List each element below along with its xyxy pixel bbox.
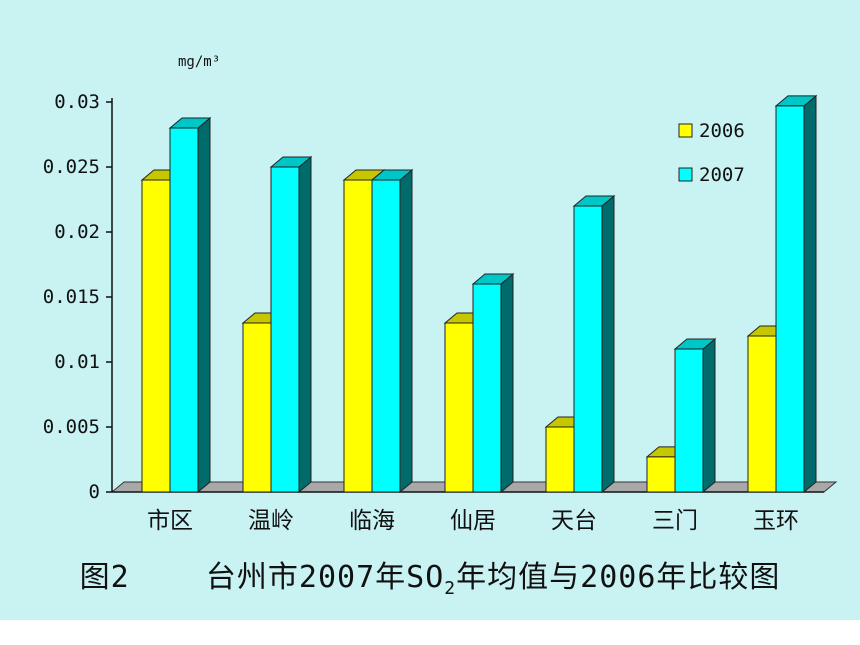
x-category-label: 仙居	[450, 508, 496, 534]
bar-2007-5	[673, 337, 717, 494]
bar-side-face	[399, 168, 413, 494]
bar-front-face	[573, 205, 603, 493]
bar-front-face	[242, 322, 272, 493]
legend-label-2007: 2007	[699, 164, 745, 186]
bar-front-face	[371, 179, 401, 493]
y-tick-label: 0.025	[43, 156, 100, 178]
y-tick-label: 0	[89, 481, 100, 503]
bar-2007-0	[168, 116, 212, 494]
bar-front-face	[747, 335, 777, 493]
x-category-label: 三门	[652, 508, 698, 534]
bar-2007-6	[774, 94, 818, 494]
y-tick-label: 0.02	[54, 221, 100, 243]
bar-side-face	[500, 272, 514, 494]
bar-side-face	[298, 155, 312, 494]
legend-swatch-2007	[678, 167, 693, 182]
x-category-label: 温岭	[248, 508, 294, 534]
caption-figure-number: 图2	[79, 560, 130, 595]
legend: 2006 2007	[678, 120, 745, 186]
x-category-label: 玉环	[753, 508, 799, 534]
x-category-label: 市区	[147, 508, 193, 534]
x-category-label: 天台	[551, 508, 597, 534]
y-tick-label: 0.015	[43, 286, 100, 308]
bar-2007-4	[572, 194, 616, 494]
bar-side-face	[702, 337, 716, 494]
bar-2007-1	[269, 155, 313, 494]
figure-panel: mg/m³ 0 0.005 0.01 0.015 0.02 0.025 0.03 市区 温岭 临海…	[0, 0, 860, 620]
bar-front-face	[270, 166, 300, 493]
bar-2007-3	[471, 272, 515, 494]
legend-label-2006: 2006	[699, 120, 745, 142]
y-tick-label: 0.01	[54, 351, 100, 373]
bar-front-face	[169, 127, 199, 493]
bar-front-face	[343, 179, 373, 493]
bar-front-face	[444, 322, 474, 493]
legend-swatch-2006	[678, 123, 693, 138]
caption-subscript: 2	[444, 578, 457, 599]
y-tick-label: 0.005	[43, 416, 100, 438]
figure-caption: 图2 台州市2007年SO2年均值与2006年比较图	[0, 552, 860, 599]
bar-front-face	[141, 179, 171, 493]
y-tick-label: 0.03	[54, 91, 100, 113]
caption-text-end: 年均值与2006年比较图	[456, 560, 781, 595]
bar-front-face	[646, 456, 676, 493]
caption-text-start: 台州市2007年SO	[205, 560, 445, 595]
bar-front-face	[775, 105, 805, 493]
bar-front-face	[472, 283, 502, 493]
so2-bar-chart: mg/m³ 0 0.005 0.01 0.015 0.02 0.025 0.03 市区 温岭 临海…	[43, 54, 838, 534]
bar-2007-2	[370, 168, 414, 494]
bar-front-face	[545, 426, 575, 493]
bar-side-face	[601, 194, 615, 494]
bar-front-face	[674, 348, 704, 493]
y-axis-unit-label: mg/m³	[178, 54, 220, 70]
x-category-label: 临海	[349, 508, 395, 534]
bar-side-face	[803, 94, 817, 494]
bar-side-face	[197, 116, 211, 494]
bars	[140, 94, 818, 494]
